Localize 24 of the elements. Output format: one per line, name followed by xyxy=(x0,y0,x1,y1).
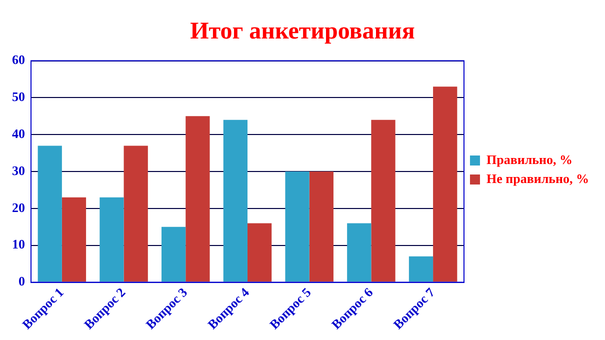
y-tick-label: 60 xyxy=(12,52,25,68)
bar xyxy=(347,223,372,282)
bar xyxy=(408,256,434,282)
bar xyxy=(100,197,124,282)
bar xyxy=(124,146,148,282)
y-tick-label: 40 xyxy=(12,126,25,141)
bar xyxy=(371,120,396,282)
y-tick-label: 10 xyxy=(12,236,25,252)
chart-title: Итог анкетирования xyxy=(190,18,415,45)
y-tick-label: 30 xyxy=(12,162,25,178)
bar xyxy=(186,116,210,282)
legend-label: Правильно, % xyxy=(486,152,572,167)
bar xyxy=(309,172,334,282)
bar xyxy=(433,86,458,282)
y-tick-label: 50 xyxy=(12,89,25,104)
bar xyxy=(62,197,86,282)
bar xyxy=(38,146,62,282)
legend-label: Не правильно, % xyxy=(486,170,590,186)
y-tick-label: 20 xyxy=(12,200,25,215)
y-tick-label: 0 xyxy=(18,274,25,289)
bar xyxy=(162,226,186,282)
bar xyxy=(223,120,248,282)
bar xyxy=(247,223,272,282)
bar xyxy=(285,172,310,282)
